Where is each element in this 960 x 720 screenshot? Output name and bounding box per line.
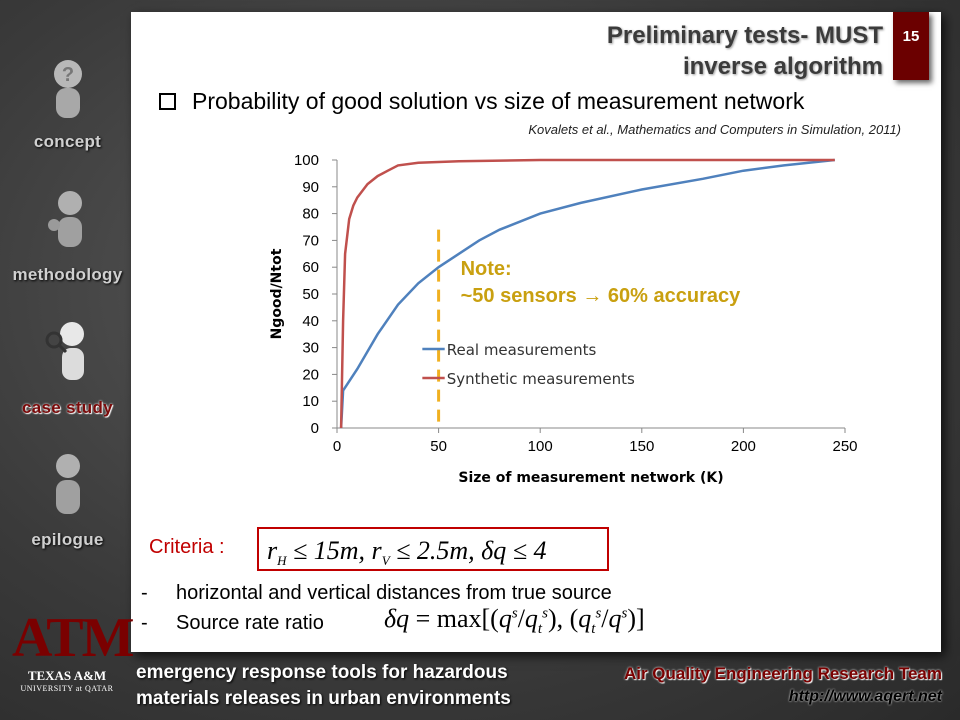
bullet-source-rate: - Source rate ratio bbox=[141, 612, 324, 635]
magnifier-figure-icon bbox=[40, 318, 96, 398]
slide-heading: Probability of good solution vs size of … bbox=[159, 88, 804, 115]
footer-tagline-line2: materials releases in urban environments bbox=[136, 688, 511, 709]
footer-team: Air Quality Engineering Research Team ht… bbox=[624, 664, 942, 706]
slide-title-line2: inverse algorithm bbox=[682, 53, 883, 80]
figure-icon bbox=[40, 450, 96, 530]
y-tick-label: 10 bbox=[302, 393, 319, 410]
y-tick-label: 40 bbox=[302, 313, 319, 330]
footer-tagline: emergency response tools for hazardous m… bbox=[136, 660, 511, 712]
tamu-logo: ATM TEXAS A&M UNIVERSITY at QATAR bbox=[12, 607, 135, 693]
x-tick-label: 0 bbox=[333, 438, 341, 455]
checkbox-bullet-icon bbox=[159, 93, 176, 110]
probability-chart: 0 10 20 30 40 50 60 70 80 90 100 0 50 100 150 200 250 Siz… bbox=[269, 152, 858, 486]
team-url[interactable]: http://www.aqert.net bbox=[788, 688, 942, 705]
sidebar: ? concept methodology case study bbox=[0, 0, 135, 600]
x-tick-label: 150 bbox=[629, 438, 654, 455]
logo-text-line2: UNIVERSITY at QATAR bbox=[20, 684, 114, 693]
citation: Kovalets et al., Mathematics and Compute… bbox=[528, 122, 901, 137]
y-tick-label: 20 bbox=[302, 366, 319, 383]
x-tick-label: 250 bbox=[832, 438, 857, 455]
sidebar-item-case-study[interactable]: case study bbox=[0, 318, 135, 418]
y-tick-label: 50 bbox=[302, 286, 319, 303]
y-axis-label: Ngood/Ntot bbox=[269, 248, 285, 339]
page-number-box: 15 bbox=[893, 12, 929, 80]
criteria-label: Criteria : bbox=[149, 536, 225, 558]
y-tick-label: 100 bbox=[294, 152, 319, 169]
heading-text: Probability of good solution vs size of … bbox=[192, 88, 805, 114]
footer-tagline-line1: emergency response tools for hazardous bbox=[136, 662, 508, 683]
y-tick-label: 80 bbox=[302, 206, 319, 223]
team-name: Air Quality Engineering Research Team bbox=[623, 664, 942, 683]
sidebar-item-label: case study bbox=[22, 398, 113, 417]
svg-text:?: ? bbox=[61, 64, 73, 86]
legend-label: Real measurements bbox=[447, 341, 597, 359]
bullet-text: Source rate ratio bbox=[176, 612, 324, 634]
thinking-figure-icon bbox=[40, 185, 96, 265]
legend-label: Synthetic measurements bbox=[447, 370, 635, 388]
source-rate-formula: δq = max[(qs/qts), (qts/qs)] bbox=[384, 604, 645, 638]
question-figure-icon: ? bbox=[40, 52, 96, 132]
page-number: 15 bbox=[902, 28, 920, 45]
y-tick-label: 70 bbox=[302, 232, 319, 249]
sidebar-item-label: epilogue bbox=[31, 530, 104, 549]
x-tick-label: 100 bbox=[528, 438, 553, 455]
y-tick-label: 0 bbox=[311, 420, 319, 437]
bullet-horizontal-vertical: - horizontal and vertical distances from … bbox=[141, 582, 612, 605]
sidebar-item-epilogue[interactable]: epilogue bbox=[0, 450, 135, 550]
sidebar-item-label: methodology bbox=[12, 265, 123, 284]
bullet-text: horizontal and vertical distances from t… bbox=[176, 582, 612, 604]
x-axis-label: Size of measurement network (K) bbox=[458, 470, 723, 486]
annotation-text: ~50 sensors → 60% accuracy bbox=[461, 285, 742, 307]
sidebar-item-methodology[interactable]: methodology bbox=[0, 185, 135, 285]
slide: Preliminary tests- MUST inverse algorith… bbox=[131, 12, 941, 652]
slide-title-line1: Preliminary tests- MUST bbox=[606, 22, 883, 49]
y-tick-label: 30 bbox=[302, 340, 319, 357]
logo-text-line1: TEXAS A&M bbox=[27, 668, 107, 683]
y-tick-label: 90 bbox=[302, 179, 319, 196]
x-tick-label: 50 bbox=[430, 438, 447, 455]
sidebar-item-label: concept bbox=[33, 132, 102, 151]
logo-letters: ATM bbox=[12, 607, 135, 669]
criteria-formula: rH ≤ 15m, rV ≤ 2.5m, δq ≤ 4 bbox=[257, 527, 609, 571]
y-tick-label: 60 bbox=[302, 259, 319, 276]
annotation-note: Note: bbox=[461, 258, 512, 280]
dash-bullet: - bbox=[141, 612, 148, 634]
x-tick-label: 200 bbox=[731, 438, 756, 455]
sidebar-item-concept[interactable]: ? concept bbox=[0, 52, 135, 152]
dash-bullet: - bbox=[141, 582, 148, 604]
slide-title: Preliminary tests- MUST inverse algorith… bbox=[607, 20, 883, 82]
